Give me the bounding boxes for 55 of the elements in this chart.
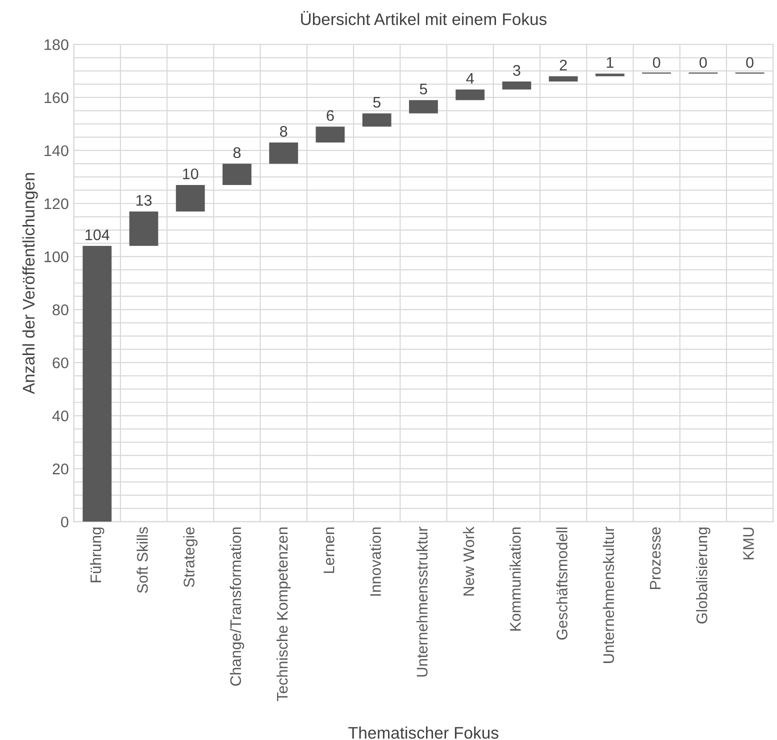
y-tick-label: 160 (44, 92, 68, 104)
y-tick-label: 20 (52, 464, 68, 474)
chart-title: Übersicht Artikel mit einem Fokus (301, 11, 547, 26)
bar (222, 164, 252, 185)
x-tick-label: Technische Kompetenzen (276, 528, 291, 702)
x-tick-label: Change/Transformation (230, 528, 244, 686)
y-tick-label: 120 (44, 198, 68, 210)
x-axis-title: Thematischer Fokus (348, 726, 498, 739)
bar (362, 113, 392, 127)
x-tick-label: Strategie (183, 527, 198, 588)
x-tick-label: Geschäftsmodell (556, 528, 568, 640)
bar (456, 89, 485, 100)
x-tick-label: Führung (90, 528, 104, 582)
data-label: 8 (233, 147, 241, 158)
bar (409, 100, 438, 114)
x-tick-label: Unternehmenskultur (602, 526, 614, 663)
y-tick-label: 80 (52, 304, 68, 316)
bar (316, 126, 345, 143)
data-label: 5 (420, 84, 428, 94)
data-label: 5 (373, 97, 380, 108)
bar (548, 76, 578, 82)
bar (595, 74, 624, 76)
data-label: 6 (326, 110, 334, 121)
data-label: 2 (560, 60, 567, 70)
data-label: 104 (86, 229, 110, 240)
x-tick-label: Lernen (324, 528, 334, 573)
bar (129, 211, 158, 246)
x-tick-label: Soft Skills (136, 527, 148, 593)
y-axis-title: Anzahl der Veröffentlichungen (22, 173, 38, 394)
data-label: 13 (136, 194, 152, 206)
x-tick-label: Globalisierung (696, 528, 710, 624)
x-tick-label: New Work (462, 526, 474, 596)
y-tick-label: 40 (52, 410, 68, 422)
data-label: 0 (746, 57, 754, 68)
y-tick-label: 100 (44, 251, 68, 262)
data-label: 0 (700, 57, 707, 68)
x-tick-label: Kommunikation (510, 528, 521, 631)
y-tick-label: 0 (61, 516, 68, 528)
bar (82, 246, 112, 522)
data-label: 8 (280, 126, 288, 137)
x-tick-label: Unternehmensstruktur (416, 526, 428, 677)
data-label: 3 (513, 65, 520, 76)
x-tick-label: KMU (743, 528, 754, 560)
y-tick-label: 60 (52, 357, 68, 368)
x-tick-label: Innovation (370, 528, 381, 596)
data-label: 4 (466, 73, 474, 84)
x-tick-label: Prozesse (650, 527, 661, 589)
bar (176, 184, 205, 212)
data-label: 1 (606, 57, 614, 68)
y-tick-label: 140 (44, 145, 68, 156)
data-label: 0 (652, 57, 660, 68)
data-label: 10 (183, 168, 198, 180)
bar (502, 82, 532, 90)
y-tick-label: 180 (44, 39, 68, 50)
bar (269, 142, 298, 164)
